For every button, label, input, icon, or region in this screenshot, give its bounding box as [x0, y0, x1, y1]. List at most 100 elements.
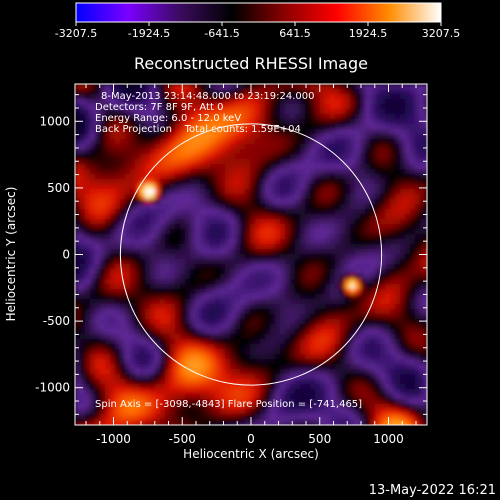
heatmap-cell: [250, 244, 256, 250]
heatmap-cell: [350, 184, 356, 190]
heatmap-cell: [230, 154, 236, 160]
heatmap-cell: [115, 144, 121, 150]
heatmap-cell: [170, 144, 176, 150]
heatmap-cell: [260, 204, 266, 210]
heatmap-cell: [315, 224, 321, 230]
heatmap-cell: [140, 354, 146, 360]
heatmap-cell: [140, 309, 146, 315]
heatmap-cell: [355, 214, 361, 220]
heatmap-cell: [80, 369, 86, 375]
heatmap-cell: [395, 174, 401, 180]
heatmap-cell: [330, 164, 336, 170]
heatmap-cell: [165, 369, 171, 375]
heatmap-cell: [335, 344, 341, 350]
heatmap-cell: [370, 394, 376, 400]
heatmap-cell: [265, 304, 271, 310]
heatmap-cell: [125, 309, 131, 315]
heatmap-cell: [275, 399, 281, 405]
heatmap-cell: [285, 134, 291, 140]
heatmap-cell: [230, 359, 236, 365]
heatmap-cell: [385, 314, 391, 320]
heatmap-cell: [115, 414, 121, 420]
heatmap-cell: [190, 109, 196, 115]
heatmap-cell: [90, 324, 96, 330]
heatmap-cell: [195, 219, 201, 225]
heatmap-cell: [420, 389, 426, 395]
heatmap-cell: [280, 284, 286, 290]
heatmap-cell: [135, 399, 141, 405]
heatmap-cell: [215, 209, 221, 215]
heatmap-cell: [205, 319, 211, 325]
heatmap-cell: [85, 129, 91, 135]
heatmap-cell: [305, 269, 311, 275]
heatmap-cell: [205, 194, 211, 200]
heatmap-cell: [110, 229, 116, 235]
heatmap-cell: [90, 209, 96, 215]
heatmap-cell: [155, 254, 161, 260]
heatmap-cell: [90, 149, 96, 155]
heatmap-cell: [105, 199, 111, 205]
heatmap-cell: [225, 214, 231, 220]
heatmap-cell: [155, 329, 161, 335]
heatmap-cell: [280, 254, 286, 260]
heatmap-cell: [360, 234, 366, 240]
heatmap-cell: [235, 389, 241, 395]
heatmap-cell: [420, 384, 426, 390]
heatmap-cell: [425, 414, 427, 420]
heatmap-cell: [340, 394, 346, 400]
heatmap-cell: [360, 164, 366, 170]
heatmap-cell: [365, 84, 371, 90]
heatmap-cell: [175, 134, 181, 140]
heatmap-cell: [320, 279, 326, 285]
heatmap-cell: [95, 249, 101, 255]
heatmap-cell: [240, 199, 246, 205]
heatmap-cell: [190, 229, 196, 235]
heatmap-cell: [385, 129, 391, 135]
heatmap-cell: [420, 324, 426, 330]
heatmap-cell: [175, 294, 181, 300]
heatmap-cell: [245, 199, 251, 205]
heatmap-cell: [200, 229, 206, 235]
heatmap-cell: [140, 379, 146, 385]
heatmap-cell: [250, 204, 256, 210]
heatmap-cell: [265, 329, 271, 335]
heatmap-cell: [210, 319, 216, 325]
heatmap-cell: [205, 209, 211, 215]
heatmap-cell: [210, 174, 216, 180]
heatmap-cell: [215, 374, 221, 380]
heatmap-cell: [380, 104, 386, 110]
heatmap-cell: [195, 389, 201, 395]
heatmap-cell: [315, 114, 321, 120]
heatmap-cell: [240, 334, 246, 340]
heatmap-cell: [175, 139, 181, 145]
heatmap-cell: [405, 389, 411, 395]
heatmap-cell: [225, 84, 231, 90]
heatmap-cell: [145, 109, 151, 115]
heatmap-cell: [330, 359, 336, 365]
heatmap-cell: [290, 259, 296, 265]
heatmap-cell: [385, 384, 391, 390]
heatmap-cell: [390, 159, 396, 165]
heatmap-cell: [180, 269, 186, 275]
heatmap-cell: [240, 404, 246, 410]
heatmap-cell: [205, 104, 211, 110]
heatmap-cell: [375, 214, 381, 220]
heatmap-cell: [310, 419, 316, 425]
heatmap-cell: [115, 254, 121, 260]
heatmap-cell: [285, 109, 291, 115]
heatmap-cell: [270, 389, 276, 395]
heatmap-cell: [230, 149, 236, 155]
heatmap-cell: [290, 284, 296, 290]
heatmap-cell: [390, 124, 396, 130]
heatmap-cell: [195, 104, 201, 110]
heatmap-cell: [75, 174, 81, 180]
heatmap-cell: [425, 279, 427, 285]
heatmap-cell: [380, 284, 386, 290]
heatmap-cell: [310, 264, 316, 270]
heatmap-cell: [180, 319, 186, 325]
heatmap-cell: [410, 204, 416, 210]
heatmap-cell: [190, 94, 196, 100]
heatmap-cell: [385, 259, 391, 265]
heatmap-cell: [100, 204, 106, 210]
heatmap-cell: [175, 389, 181, 395]
